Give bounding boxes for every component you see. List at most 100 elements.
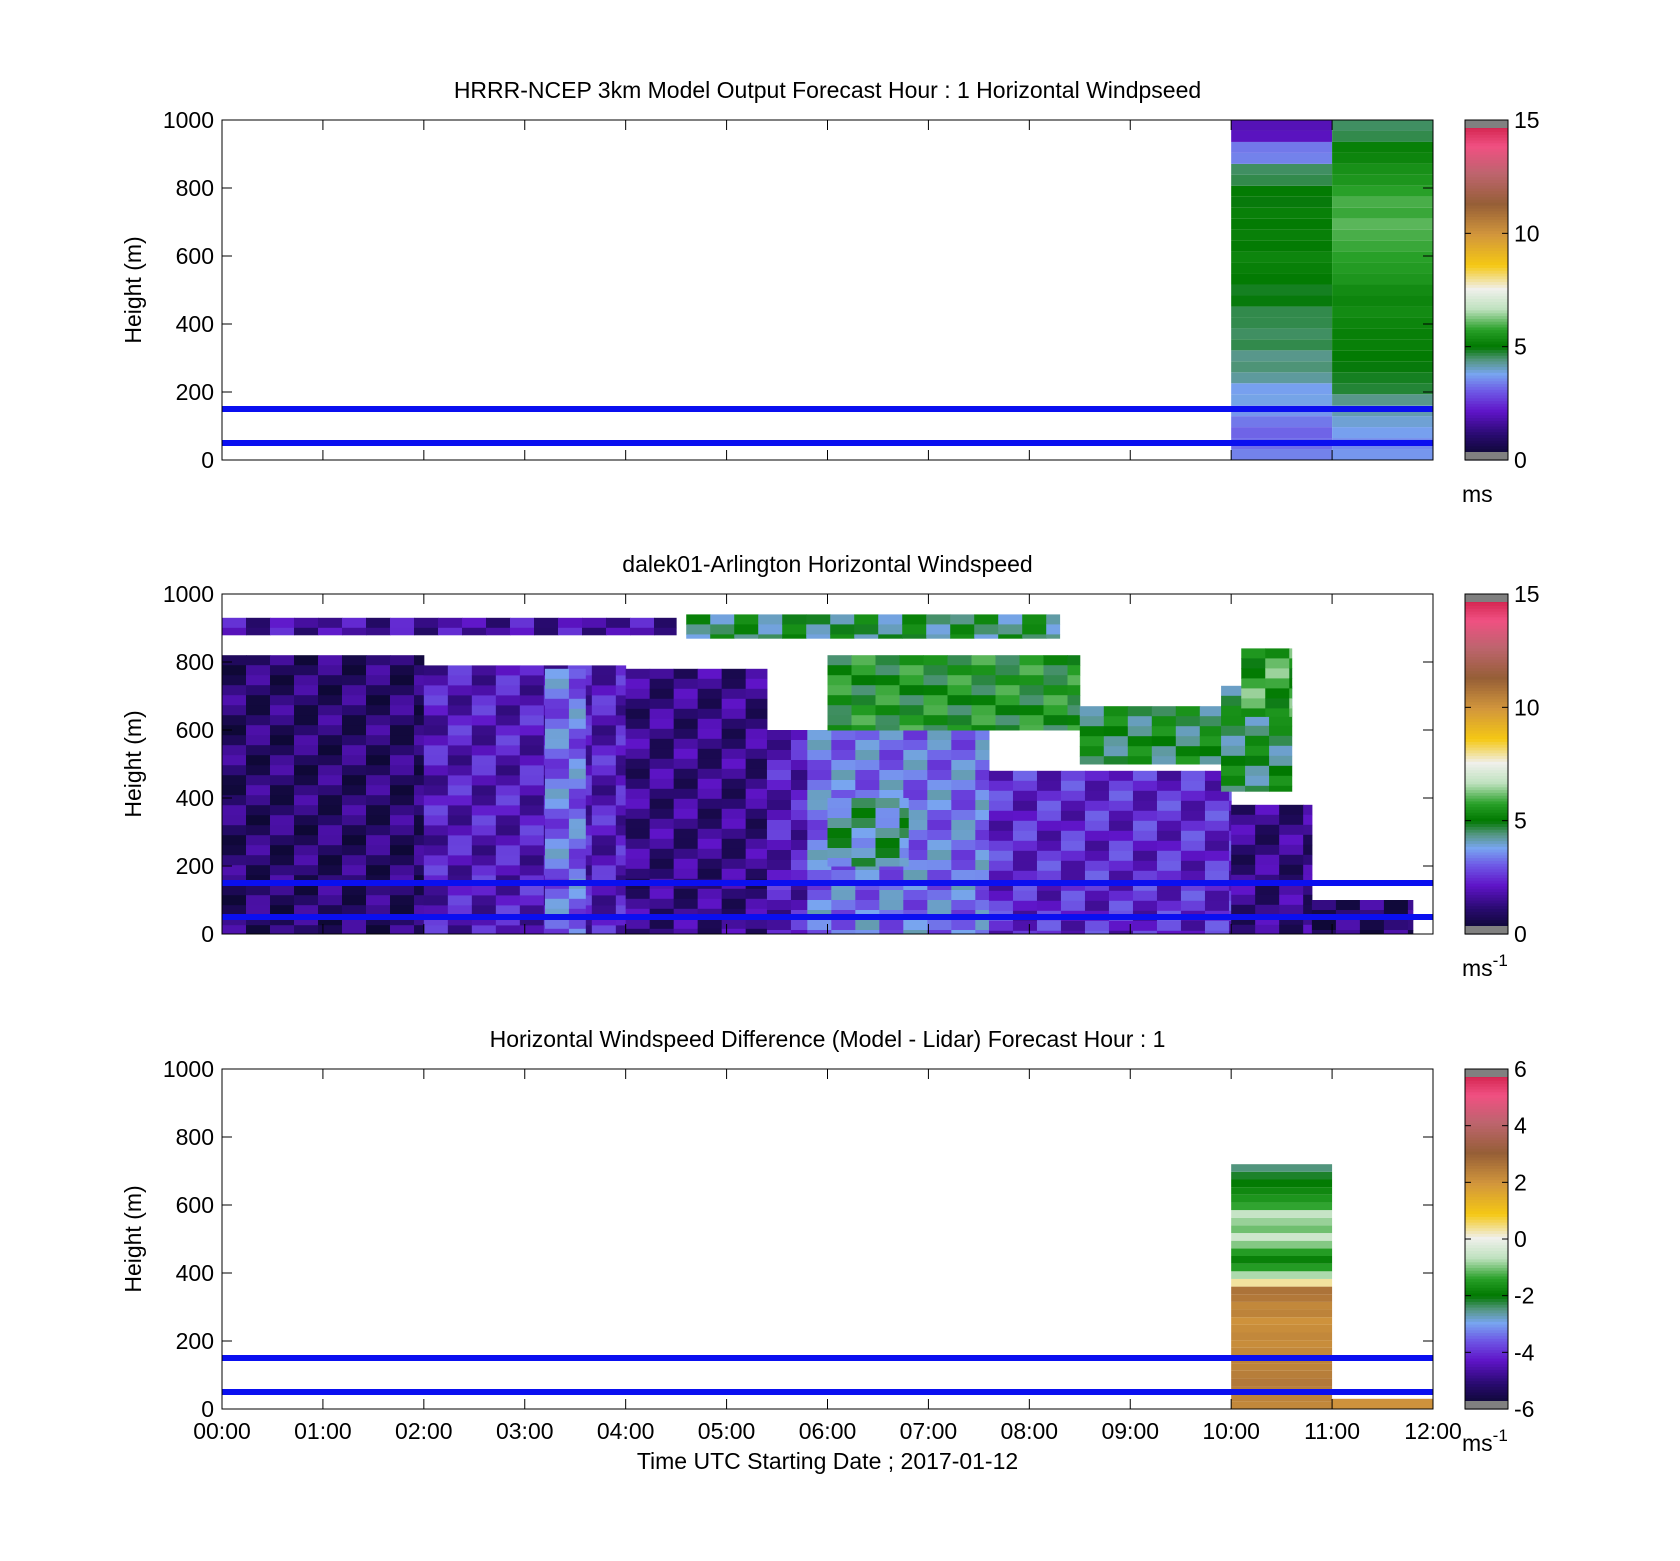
data-cell xyxy=(270,775,295,786)
data-cell xyxy=(851,818,876,829)
data-cell xyxy=(544,808,570,820)
colorbar-segment xyxy=(1465,707,1508,711)
colorbar-segment xyxy=(1465,1185,1508,1189)
data-cell xyxy=(414,865,425,876)
data-cell xyxy=(923,685,948,696)
data-cell xyxy=(649,768,675,780)
data-cell xyxy=(495,745,521,756)
colorbar-segment xyxy=(1465,1389,1508,1393)
data-cell xyxy=(318,785,343,796)
data-cell xyxy=(414,785,425,796)
data-cell xyxy=(615,715,627,726)
colorbar-segment xyxy=(1465,171,1508,175)
data-cell xyxy=(390,655,415,666)
colorbar-segment xyxy=(1465,786,1508,791)
colorbar-segment xyxy=(1465,766,1508,771)
colorbar-segment xyxy=(1465,741,1508,745)
data-cell xyxy=(1231,1179,1333,1188)
data-cell xyxy=(318,735,343,746)
colorbar-segment xyxy=(1465,1335,1508,1339)
colorbar-segment xyxy=(1465,1128,1508,1132)
colorbar-segment xyxy=(1465,176,1508,181)
data-cell xyxy=(790,860,808,871)
data-cell xyxy=(591,845,617,856)
data-cell xyxy=(1231,416,1333,428)
colorbar-segment xyxy=(1465,613,1508,618)
colorbar-segment xyxy=(1465,636,1508,640)
data-cell xyxy=(951,740,976,751)
data-cell xyxy=(1332,339,1433,351)
colorbar-segment xyxy=(1465,1352,1508,1356)
colorbar-segment xyxy=(1465,1125,1508,1130)
data-cell xyxy=(1221,745,1246,757)
data-cell xyxy=(1060,790,1086,802)
data-cell xyxy=(294,835,319,846)
data-cell xyxy=(1151,726,1177,737)
data-cell xyxy=(1245,755,1270,767)
data-cell xyxy=(1132,870,1158,882)
data-cell xyxy=(1332,163,1433,175)
data-cell xyxy=(1043,675,1068,686)
data-cell xyxy=(927,930,952,935)
data-cell xyxy=(903,900,928,911)
data-cell xyxy=(294,855,319,866)
data-cell xyxy=(342,765,367,776)
data-cell xyxy=(851,808,876,819)
colorbar-segment xyxy=(1465,168,1508,172)
data-cell xyxy=(1335,900,1361,911)
data-cell xyxy=(1383,930,1409,935)
y-axis-label: Height (m) xyxy=(120,236,146,343)
data-cell xyxy=(879,760,904,771)
data-cell xyxy=(1311,900,1337,911)
data-cell xyxy=(270,905,295,916)
colorbar-segment xyxy=(1465,1156,1508,1161)
data-cell xyxy=(390,905,415,916)
data-cell xyxy=(721,748,747,760)
data-cell xyxy=(831,740,856,751)
colorbar-segment xyxy=(1465,273,1508,277)
data-cell xyxy=(673,928,699,935)
data-cell xyxy=(1311,920,1337,931)
data-cell xyxy=(1067,695,1081,706)
data-cell xyxy=(673,888,699,900)
data-cell xyxy=(878,624,903,635)
data-cell xyxy=(710,634,735,639)
data-cell xyxy=(1228,870,1232,882)
colorbar-segment xyxy=(1465,1380,1508,1385)
y-tick-label: 400 xyxy=(176,1260,214,1286)
y-tick-label: 800 xyxy=(176,1124,214,1150)
data-cell xyxy=(294,825,319,836)
colorbar-segment xyxy=(1465,730,1508,734)
data-cell xyxy=(366,905,391,916)
colorbar-segment xyxy=(1465,718,1508,723)
data-cell xyxy=(591,775,617,786)
data-cell xyxy=(625,898,651,910)
data-cell xyxy=(1180,850,1206,862)
data-cell xyxy=(471,705,497,716)
data-cell xyxy=(447,685,473,696)
colorbar-segment xyxy=(1465,798,1508,802)
data-cell xyxy=(927,850,952,861)
colorbar-segment xyxy=(1465,1205,1508,1209)
colorbar-segment xyxy=(1465,182,1508,186)
data-cell xyxy=(827,675,852,686)
data-cell xyxy=(246,815,271,826)
data-cell xyxy=(927,750,952,761)
data-cell xyxy=(721,898,747,910)
colorbar-segment xyxy=(1465,653,1508,657)
data-cell xyxy=(1245,725,1270,737)
colorbar-segment xyxy=(1465,292,1508,297)
data-cell xyxy=(615,755,627,766)
colorbar-segment xyxy=(1465,772,1508,776)
data-cell xyxy=(649,708,675,720)
colorbar-segment xyxy=(1465,139,1508,144)
data-cell xyxy=(246,865,271,876)
y-tick-label: 1000 xyxy=(163,581,214,607)
colorbar-segment xyxy=(1465,616,1508,621)
data-cell xyxy=(1265,658,1290,669)
data-cell xyxy=(1221,755,1246,767)
data-cell xyxy=(879,900,904,911)
colorbar-segment xyxy=(1465,151,1508,155)
data-cell xyxy=(975,930,990,935)
colorbar-segment xyxy=(1465,281,1508,285)
